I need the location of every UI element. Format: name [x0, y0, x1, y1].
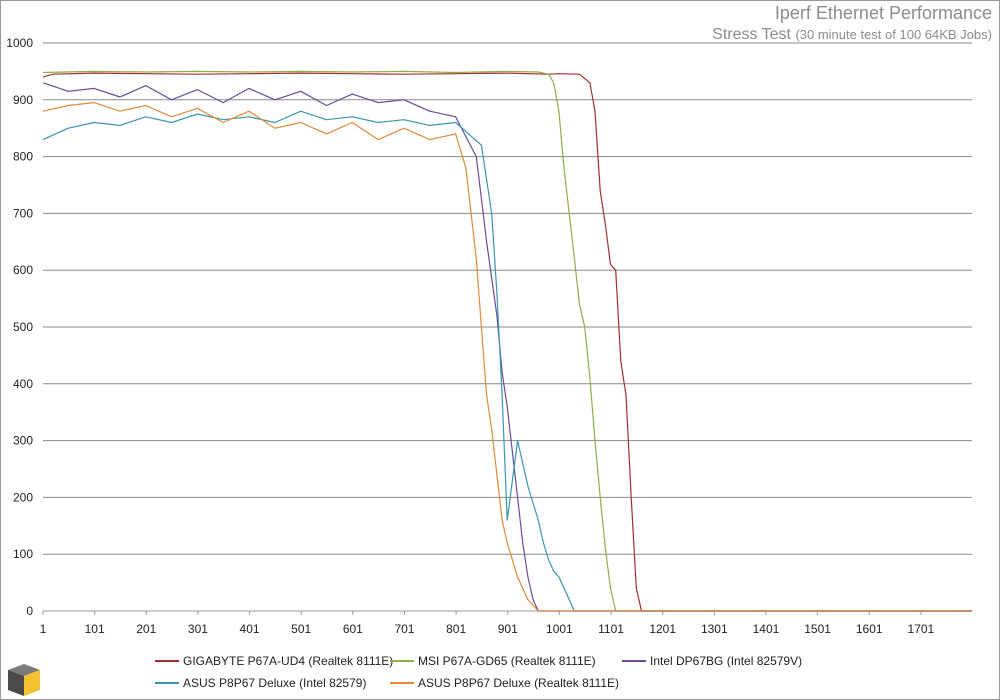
legend-label: MSI P67A-GD65 (Realtek 8111E)	[418, 654, 596, 668]
legend-swatch	[390, 682, 414, 684]
series-line-1	[42, 72, 972, 612]
y-tick-label: 600	[13, 263, 33, 277]
chart-subtitle: Stress Test (30 minute test of 100 64KB …	[712, 26, 992, 44]
x-tick-label: 301	[188, 622, 208, 636]
y-tick-label: 800	[13, 150, 33, 164]
legend-swatch	[390, 660, 414, 662]
chart-subtitle-main: Stress Test	[712, 26, 791, 43]
y-tick-label: 200	[13, 490, 33, 504]
x-tick-label: 1001	[546, 622, 573, 636]
x-tick-label: 1701	[908, 622, 935, 636]
x-tick-label: 701	[394, 622, 414, 636]
chart-subtitle-note: (30 minute test of 100 64KB Jobs)	[795, 27, 992, 42]
y-tick-label: 300	[13, 434, 33, 448]
x-tick-label: 1301	[701, 622, 728, 636]
legend-item-asus-realtek: ASUS P8P67 Deluxe (Realtek 8111E)	[390, 676, 619, 690]
y-tick-label: 700	[13, 206, 33, 220]
legend-label: GIGABYTE P67A-UD4 (Realtek 8111E)	[183, 654, 394, 668]
series-line-4	[42, 110, 972, 612]
x-tick-label: 1101	[598, 622, 624, 636]
legend-item-msi: MSI P67A-GD65 (Realtek 8111E)	[390, 654, 596, 668]
x-tick-label: 901	[498, 622, 518, 636]
legend-label: Intel DP67BG (Intel 82579V)	[650, 654, 803, 668]
legend: GIGABYTE P67A-UD4 (Realtek 8111E) MSI P6…	[0, 646, 1000, 696]
legend-swatch	[155, 682, 179, 684]
x-tick-label: 401	[240, 622, 260, 636]
series-line-3	[42, 82, 972, 612]
x-tick-label: 1601	[856, 622, 883, 636]
y-tick-label: 400	[13, 377, 33, 391]
legend-item-intel: Intel DP67BG (Intel 82579V)	[622, 654, 802, 668]
legend-label: ASUS P8P67 Deluxe (Realtek 8111E)	[418, 676, 619, 690]
x-tick-label: 1	[40, 622, 47, 636]
legend-item-gigabyte: GIGABYTE P67A-UD4 (Realtek 8111E)	[155, 654, 393, 668]
x-tick-label: 201	[136, 622, 156, 636]
chart-title: Iperf Ethernet Performance	[774, 3, 992, 23]
y-tick-label: 0	[26, 604, 33, 618]
x-tick-label: 1201	[649, 622, 676, 636]
x-tick-label: 501	[291, 622, 311, 636]
x-tick-label: 101	[85, 622, 105, 636]
legend-label: ASUS P8P67 Deluxe (Intel 82579)	[183, 676, 367, 690]
y-tick-label: 1000	[6, 36, 33, 50]
site-logo	[8, 664, 40, 696]
legend-swatch	[155, 660, 179, 662]
y-tick-label: 900	[13, 93, 33, 107]
series-line-5	[42, 101, 972, 612]
y-tick-label: 500	[13, 320, 33, 334]
legend-item-asus-intel: ASUS P8P67 Deluxe (Intel 82579)	[155, 676, 366, 690]
legend-swatch	[622, 660, 646, 662]
x-tick-label: 801	[446, 622, 466, 636]
x-tick-label: 1401	[753, 622, 780, 636]
x-tick-label: 1501	[804, 622, 831, 636]
series-line-2	[42, 70, 972, 612]
x-tick-label: 601	[343, 622, 363, 636]
y-tick-label: 100	[13, 547, 33, 561]
